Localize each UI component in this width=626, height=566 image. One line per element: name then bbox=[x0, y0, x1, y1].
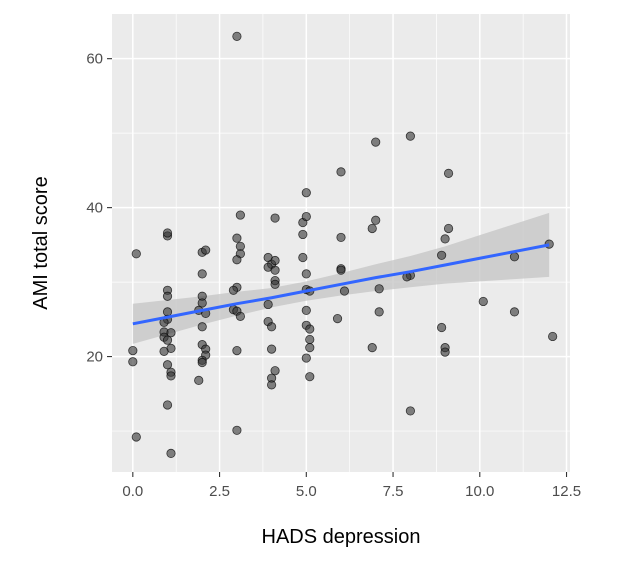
data-point bbox=[128, 357, 138, 367]
data-point bbox=[162, 400, 173, 410]
data-point bbox=[443, 168, 454, 178]
data-point bbox=[197, 269, 207, 279]
data-point bbox=[301, 353, 311, 363]
data-point bbox=[301, 211, 311, 222]
data-point bbox=[509, 307, 520, 317]
data-point bbox=[336, 265, 346, 275]
data-point bbox=[437, 250, 447, 260]
data-point bbox=[405, 406, 415, 416]
data-point bbox=[371, 137, 381, 147]
data-point bbox=[159, 346, 169, 356]
data-point bbox=[166, 371, 176, 381]
data-point bbox=[339, 286, 350, 296]
x-tick-label: 7.5 bbox=[383, 483, 404, 500]
data-point bbox=[232, 346, 242, 356]
data-point bbox=[270, 213, 280, 223]
data-point bbox=[128, 346, 138, 356]
data-point bbox=[267, 322, 277, 332]
y-axis-ticks: 20 40 60 bbox=[86, 51, 112, 366]
x-tick-label: 12.5 bbox=[552, 483, 581, 500]
fit-line bbox=[132, 243, 550, 326]
data-point bbox=[443, 223, 454, 234]
x-axis-title: HADS depression bbox=[262, 526, 421, 548]
x-axis-ticks: 0.0 2.5 5.0 7.5 10.0 12.5 bbox=[122, 472, 581, 500]
data-point bbox=[509, 252, 520, 262]
data-point bbox=[232, 425, 242, 435]
data-point bbox=[298, 252, 308, 263]
data-point bbox=[440, 347, 450, 357]
data-point bbox=[332, 313, 343, 324]
data-point bbox=[166, 328, 176, 338]
data-point bbox=[232, 233, 242, 243]
data-point bbox=[305, 343, 315, 353]
data-point bbox=[162, 291, 173, 301]
data-point bbox=[162, 360, 173, 370]
x-tick-label: 2.5 bbox=[209, 483, 230, 500]
data-point bbox=[197, 298, 207, 308]
data-point bbox=[478, 296, 488, 307]
data-point bbox=[131, 432, 141, 442]
data-point bbox=[235, 210, 245, 220]
data-point bbox=[162, 228, 173, 238]
data-point bbox=[194, 375, 204, 385]
data-point bbox=[336, 232, 346, 243]
data-point bbox=[270, 255, 280, 266]
y-tick-label: 20 bbox=[86, 349, 103, 366]
data-point bbox=[270, 366, 280, 376]
data-point bbox=[162, 335, 173, 345]
major-grid bbox=[112, 14, 570, 472]
x-tick-label: 10.0 bbox=[465, 483, 494, 500]
data-point bbox=[301, 269, 311, 279]
data-point bbox=[267, 344, 277, 354]
data-point bbox=[197, 322, 207, 332]
data-point bbox=[405, 131, 415, 141]
data-point bbox=[305, 372, 315, 382]
data-point bbox=[305, 334, 315, 345]
data-point bbox=[374, 307, 384, 317]
data-point bbox=[232, 31, 242, 41]
data-point bbox=[263, 299, 273, 310]
x-tick-label: 5.0 bbox=[296, 483, 317, 500]
data-point bbox=[305, 324, 315, 334]
data-point bbox=[201, 245, 211, 255]
data-point bbox=[336, 167, 346, 177]
data-point bbox=[371, 215, 381, 225]
minor-grid bbox=[112, 14, 570, 472]
data-points bbox=[128, 31, 558, 458]
data-point bbox=[197, 357, 207, 368]
data-point bbox=[298, 229, 308, 240]
y-axis-title: AMI total score bbox=[30, 176, 52, 309]
data-point bbox=[131, 249, 141, 259]
data-point bbox=[270, 265, 280, 275]
data-point bbox=[267, 380, 277, 390]
y-tick-label: 40 bbox=[86, 200, 103, 217]
data-point bbox=[270, 279, 280, 289]
data-point bbox=[301, 188, 311, 198]
data-point bbox=[367, 223, 377, 234]
data-point bbox=[437, 322, 447, 333]
x-tick-label: 0.0 bbox=[122, 483, 143, 500]
data-point bbox=[232, 255, 242, 265]
data-point bbox=[367, 343, 377, 353]
data-point bbox=[374, 284, 384, 294]
data-point bbox=[440, 234, 450, 244]
data-point bbox=[548, 331, 558, 342]
data-point bbox=[301, 305, 311, 315]
data-point bbox=[235, 311, 245, 321]
y-tick-label: 60 bbox=[86, 51, 103, 68]
data-point bbox=[228, 285, 239, 295]
data-point bbox=[166, 448, 176, 458]
